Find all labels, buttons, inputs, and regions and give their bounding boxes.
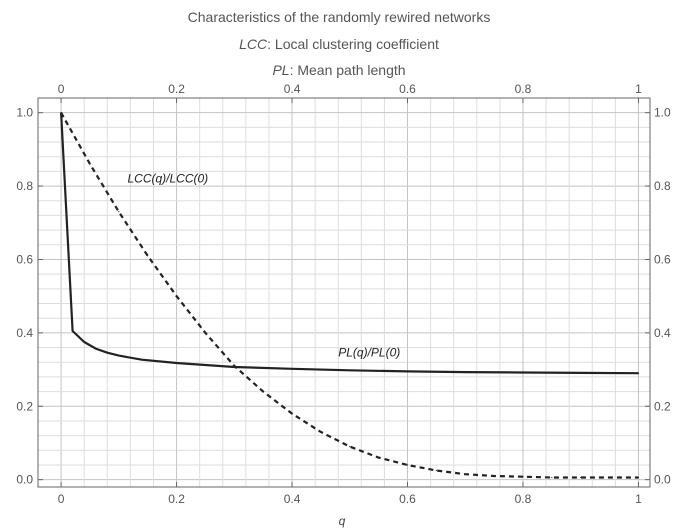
data-point-0	[349, 446, 351, 448]
data-point-1	[141, 359, 143, 361]
y-tick-label-right: 0.6	[654, 252, 671, 266]
y-tick-label: 0.4	[16, 326, 33, 340]
x-tick-label-top: 0.2	[168, 82, 185, 96]
data-point-1	[349, 369, 351, 371]
series-annotation: LCC(q)/LCC(0)	[127, 171, 208, 185]
y-tick-label: 0.6	[16, 252, 33, 266]
x-tick-label-top: 0.6	[399, 82, 416, 96]
series-group	[60, 112, 640, 479]
data-point-0	[320, 431, 322, 433]
data-point-1	[637, 372, 640, 374]
chart-subtitle-lcc: LCC: Local clustering coefficient	[0, 36, 678, 52]
x-tick-label: 0.4	[284, 492, 301, 506]
data-point-0	[551, 476, 553, 479]
data-point-1	[72, 330, 74, 332]
data-point-0	[89, 163, 91, 165]
data-point-1	[233, 366, 235, 368]
chart-title-text: Characteristics of the randomly rewired …	[187, 9, 491, 25]
data-point-1	[95, 348, 97, 350]
data-point-0	[435, 469, 437, 472]
data-point-0	[175, 295, 178, 297]
data-point-0	[378, 457, 380, 459]
x-tick-label-top: 0.8	[515, 82, 532, 96]
y-tick-label-right: 0.4	[654, 326, 671, 340]
data-point-1	[118, 355, 120, 357]
data-point-0	[147, 255, 149, 257]
data-point-0	[262, 390, 264, 393]
data-point-1	[464, 371, 466, 373]
annotations: LCC(q)/LCC(0) PL(q)/PL(0)	[127, 171, 400, 359]
chart-title: Characteristics of the randomly rewired …	[0, 9, 678, 25]
data-point-0	[493, 475, 495, 477]
subtitle-pl-text: : Mean path length	[289, 62, 406, 78]
data-point-0	[637, 476, 640, 479]
data-point-1	[60, 112, 62, 114]
data-point-0	[118, 211, 120, 213]
y-tick-label-right: 0.8	[654, 179, 671, 193]
chart-subtitle-pl: PL: Mean path length	[0, 62, 678, 78]
y-tick-label: 0.0	[16, 473, 33, 487]
data-point-1	[406, 370, 409, 373]
data-point-0	[608, 476, 611, 479]
data-point-1	[106, 352, 108, 354]
x-tick-label-top: 1	[635, 82, 642, 96]
data-point-1	[291, 368, 293, 370]
x-axis-label: q	[339, 514, 346, 528]
axis-ticks: 0 0 0.2 0.2 0.4 0.4 0.6 0.6 0.8 0.8 1 1 0.0 0.0 0.2 0.2…	[16, 82, 671, 506]
x-tick-label: 0.2	[168, 492, 185, 506]
data-point-0	[464, 473, 466, 475]
y-tick-label: 0.2	[16, 399, 33, 413]
x-tick-label-top: 0.4	[284, 82, 301, 96]
subtitle-pl-abbrev: PL	[272, 62, 290, 78]
data-point-0	[204, 332, 207, 334]
series-line-1	[60, 112, 639, 375]
data-point-1	[580, 372, 582, 374]
data-point-0	[580, 476, 582, 479]
series-annotation: PL(q)/PL(0)	[338, 346, 400, 360]
plot-frame	[37, 97, 651, 488]
series-line-0	[60, 112, 639, 479]
subtitle-lcc-abbrev: LCC	[239, 36, 268, 52]
data-point-0	[406, 464, 409, 466]
subtitle-lcc-text: : Local clustering coefficient	[267, 36, 439, 52]
x-tick-label: 1	[635, 492, 642, 506]
y-tick-label: 1.0	[16, 106, 33, 120]
x-tick-label: 0.8	[515, 492, 532, 506]
y-tick-label-right: 1.0	[654, 106, 671, 120]
grid	[38, 98, 650, 487]
x-tick-label-top: 0	[58, 82, 65, 96]
y-tick-label-right: 0.0	[654, 473, 671, 487]
data-point-0	[522, 476, 524, 478]
data-point-1	[83, 341, 85, 343]
data-point-1	[175, 362, 178, 364]
x-tick-label: 0	[58, 492, 65, 506]
data-point-1	[522, 371, 524, 374]
y-tick-label: 0.8	[16, 179, 33, 193]
data-point-0	[291, 413, 293, 415]
x-tick-label: 0.6	[399, 492, 416, 506]
y-tick-label-right: 0.2	[654, 399, 671, 413]
